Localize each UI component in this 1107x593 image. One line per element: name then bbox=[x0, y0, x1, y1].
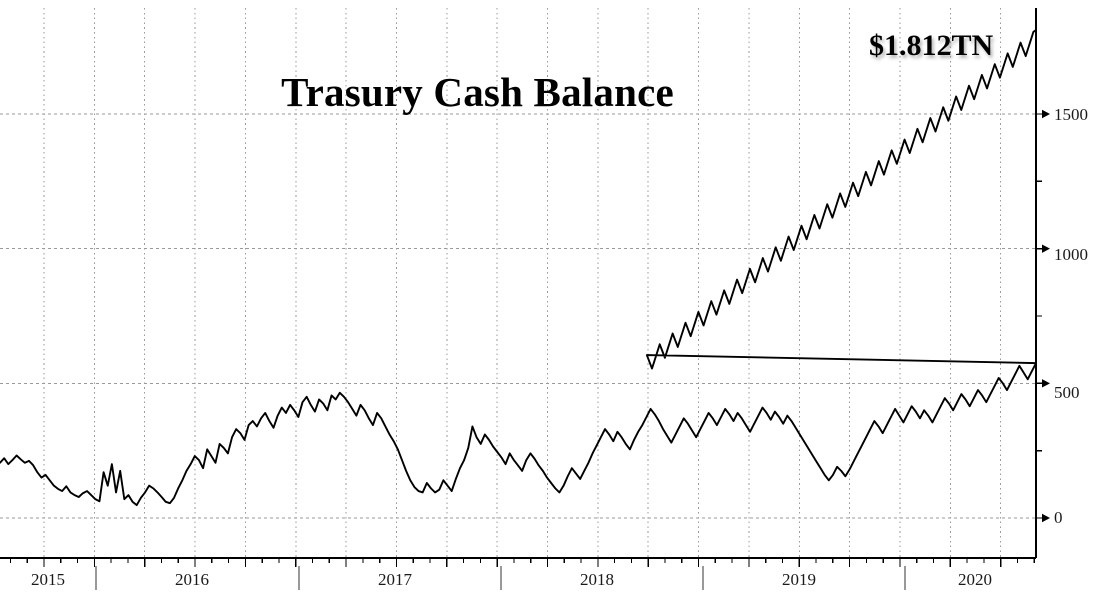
axis-ticks bbox=[9, 113, 1044, 567]
gridlines-vertical bbox=[43, 8, 1002, 558]
ytick-arrows bbox=[1042, 109, 1050, 523]
xtick-label-2015: 2015 bbox=[31, 570, 65, 589]
ytick-label-0: 0 bbox=[1054, 508, 1063, 527]
ytick-label-1000: 1000 bbox=[1054, 245, 1088, 264]
ytick-label-1500: 1500 bbox=[1054, 105, 1088, 124]
peak-value-annotation: $1.812TN bbox=[869, 29, 994, 62]
cash-balance-line bbox=[0, 29, 1037, 507]
axis-lines bbox=[0, 8, 1037, 559]
chart-title: Trasury Cash Balance bbox=[281, 69, 674, 115]
xtick-label-2017: 2017 bbox=[378, 570, 412, 589]
ytick-label-500: 500 bbox=[1054, 383, 1080, 402]
gridlines-horizontal bbox=[0, 113, 1036, 519]
xtick-label-2020: 2020 bbox=[958, 570, 992, 589]
xtick-label-2018: 2018 bbox=[580, 570, 614, 589]
xtick-label-2019: 2019 bbox=[782, 570, 816, 589]
xtick-label-2016: 2016 bbox=[175, 570, 209, 589]
year-separators bbox=[95, 566, 906, 590]
